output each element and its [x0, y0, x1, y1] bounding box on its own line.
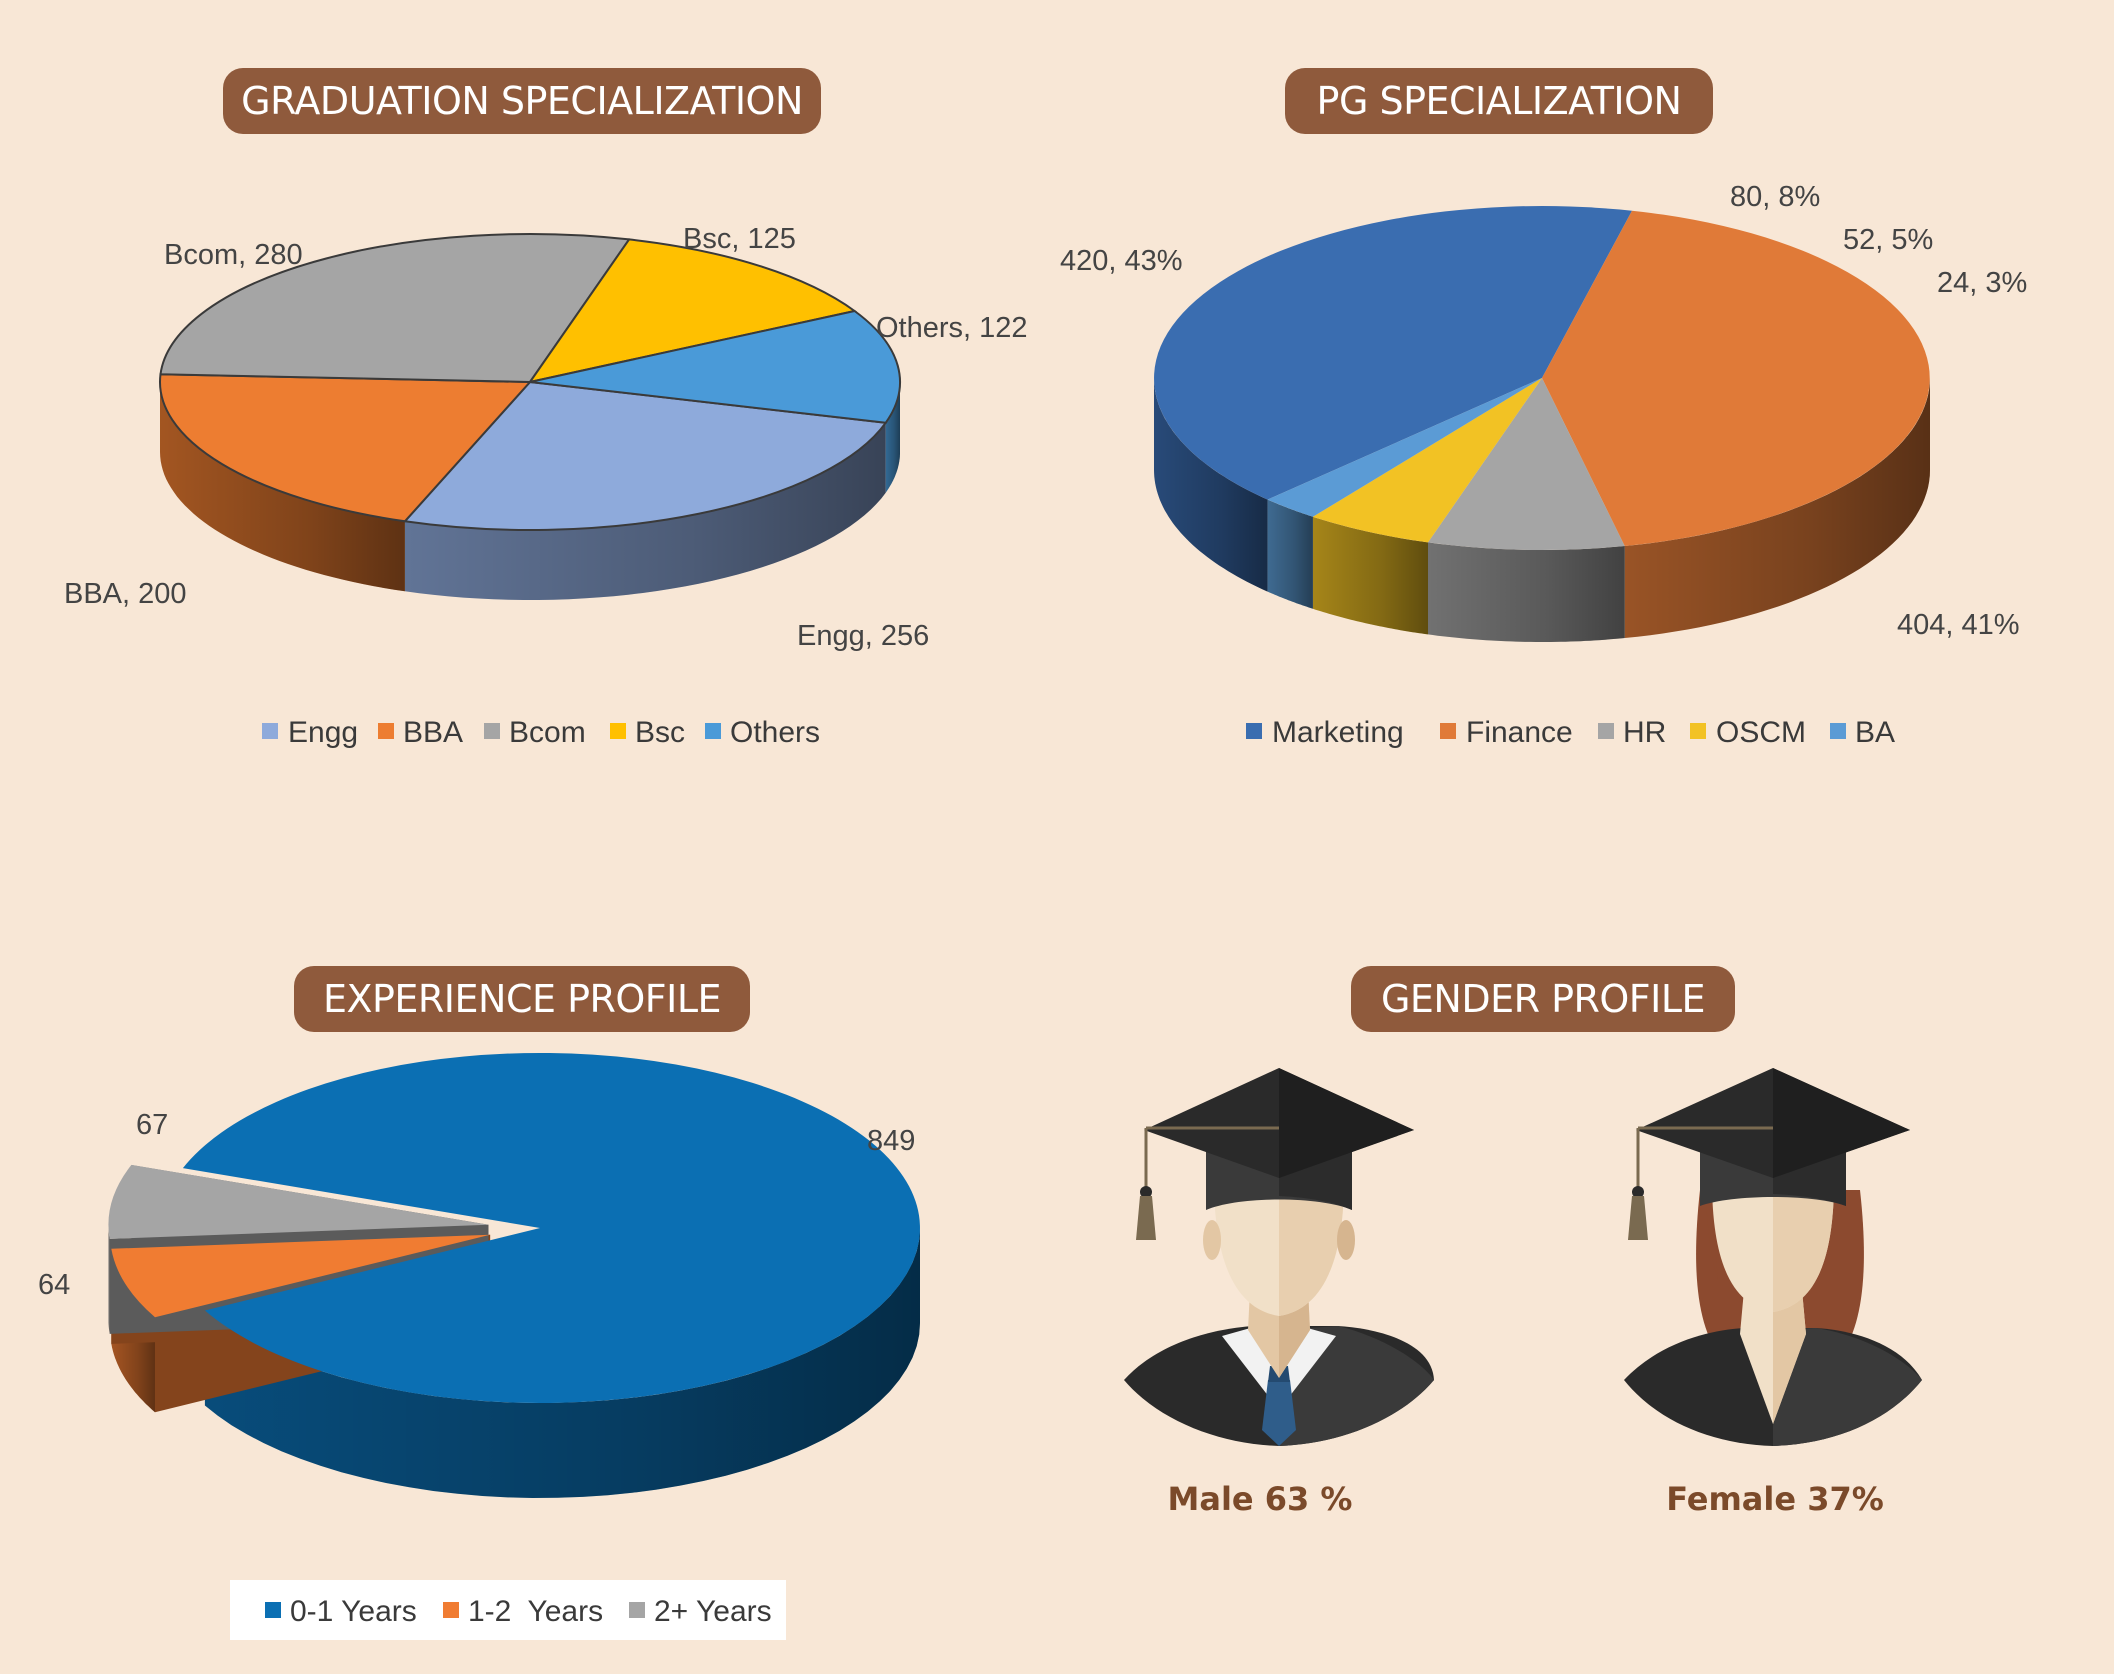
graduation-legend: Engg BBA Bcom Bsc Others	[262, 716, 820, 749]
exp-legend-2plus: 2+ Years	[654, 1595, 772, 1628]
exp-slice-0-1-years	[182, 1052, 920, 1403]
grad-slice-others	[529, 309, 901, 424]
grad-side-shade-0	[404, 422, 886, 600]
grad-legend-bcom: Bcom	[509, 716, 586, 749]
grad-slice-engg	[402, 380, 888, 532]
grad-legend-swatch-bsc	[610, 723, 626, 739]
exp-label-2plus: 67	[136, 1109, 168, 1141]
pg-label-hr: 80, 8%	[1730, 181, 1820, 213]
experience-title: EXPERIENCE PROFILE	[294, 966, 750, 1032]
pg-slice-finance	[1542, 210, 1930, 546]
gender-title: GENDER PROFILE	[1351, 966, 1735, 1032]
male-graduate-icon	[1124, 1068, 1434, 1446]
pg-legend-finance: Finance	[1466, 716, 1573, 749]
pg-label-finance: 420, 43%	[1060, 245, 1183, 277]
pg-slice-ba	[1267, 378, 1542, 517]
pg-legend: Marketing Finance HR OSCM BA	[1246, 716, 1895, 749]
pg-legend-swatch-oscm	[1690, 723, 1706, 739]
pg-legend-swatch-ba	[1830, 723, 1846, 739]
male-percentage-label: Male 63 %	[1167, 1480, 1353, 1518]
pg-slice-marketing	[1154, 206, 1632, 500]
female-graduate-icon	[1624, 1068, 1922, 1446]
pg-legend-marketing: Marketing	[1272, 716, 1404, 749]
grad-label-bba: BBA, 200	[64, 578, 187, 610]
grad-legend-swatch-engg	[262, 723, 278, 739]
pg-slice-oscm	[1312, 378, 1542, 543]
exp-slice-2-years	[108, 1164, 489, 1239]
exp-side-shade-0	[204, 1228, 920, 1498]
pg-side-shade-0	[1154, 378, 1268, 592]
exp-legend-0-1: 0-1 Years	[290, 1595, 417, 1628]
grad-label-bcom: Bcom, 280	[164, 239, 303, 271]
exp-label-1-2: 64	[38, 1269, 70, 1301]
graduation-title: GRADUATION SPECIALIZATION	[223, 68, 821, 134]
grad-side-shade-1	[160, 382, 405, 592]
exp-legend-swatch-1-2	[443, 1602, 459, 1618]
pg-legend-hr: HR	[1623, 716, 1666, 749]
pg-legend-swatch-hr	[1598, 723, 1614, 739]
grad-slice-bba	[159, 373, 533, 523]
grad-side-shade-4	[885, 382, 900, 493]
grad-legend-engg: Engg	[288, 716, 358, 749]
female-percentage-label: Female 37%	[1666, 1480, 1884, 1518]
grad-label-others: Others, 122	[876, 312, 1028, 344]
exp-legend-swatch-2plus	[629, 1602, 645, 1618]
grad-label-bsc: Bsc, 125	[683, 223, 796, 255]
grad-legend-bba: BBA	[403, 716, 463, 749]
grad-slice-bsc	[527, 238, 857, 384]
grad-legend-swatch-bba	[378, 723, 394, 739]
exp-label-0-1: 849	[867, 1125, 915, 1157]
graduation-pie-chart	[159, 233, 901, 600]
grad-legend-others: Others	[730, 716, 820, 749]
grad-legend-bsc: Bsc	[635, 716, 685, 749]
pg-side-shade-1	[1624, 378, 1930, 638]
pg-slice-hr	[1428, 378, 1625, 550]
pg-label-oscm: 52, 5%	[1843, 224, 1933, 256]
pg-title: PG SPECIALIZATION	[1285, 68, 1713, 134]
exp-slice-1-2-years	[111, 1234, 491, 1318]
experience-legend: 0-1 Years 1-2 Years 2+ Years	[265, 1595, 772, 1628]
exp-legend-1-2: 1-2 Years	[468, 1595, 603, 1628]
pg-side-shade-3	[1312, 516, 1428, 635]
pg-side-shade-4	[1267, 499, 1313, 609]
experience-pie-chart	[108, 1052, 920, 1498]
pg-legend-swatch-marketing	[1246, 723, 1262, 739]
grad-label-engg: Engg, 256	[797, 620, 929, 652]
grad-legend-swatch-bcom	[484, 723, 500, 739]
exp-legend-swatch-0-1	[265, 1602, 281, 1618]
pg-legend-oscm: OSCM	[1716, 716, 1806, 749]
pg-label-marketing: 404, 41%	[1897, 609, 2020, 641]
grad-legend-swatch-others	[705, 723, 721, 739]
experience-legend-box	[230, 1580, 786, 1640]
pg-legend-ba: BA	[1855, 716, 1895, 749]
grad-slice-bcom	[159, 233, 631, 384]
pg-pie-chart	[1154, 206, 1930, 642]
pg-side-shade-2	[1428, 542, 1625, 642]
pg-legend-swatch-finance	[1440, 723, 1456, 739]
exp-side-shade-2	[108, 1224, 110, 1334]
pg-label-ba: 24, 3%	[1937, 267, 2027, 299]
